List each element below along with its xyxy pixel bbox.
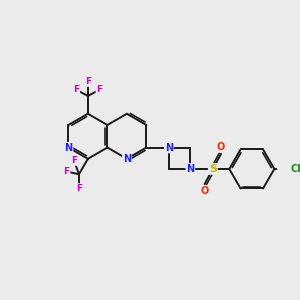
Text: N: N: [186, 164, 194, 174]
Text: O: O: [200, 186, 209, 196]
Text: N: N: [165, 142, 173, 152]
Text: S: S: [209, 164, 217, 174]
Text: F: F: [76, 184, 82, 193]
Text: F: F: [85, 77, 91, 86]
Text: N: N: [64, 142, 73, 152]
Text: F: F: [73, 85, 80, 94]
Text: Cl: Cl: [290, 164, 300, 174]
Text: F: F: [71, 156, 77, 165]
Text: F: F: [96, 85, 103, 94]
Text: F: F: [64, 167, 70, 176]
Text: O: O: [217, 142, 225, 152]
Text: N: N: [123, 154, 131, 164]
